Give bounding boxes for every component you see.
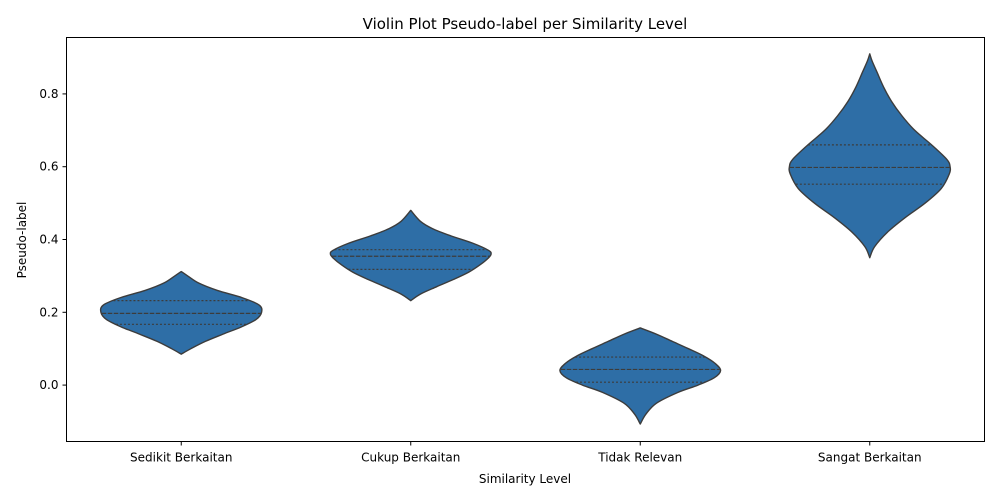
y-tick-label: 0.6 [39,160,58,174]
y-axis: 0.0 0.2 0.4 0.6 0.8 [39,87,67,392]
y-tick-label: 0.2 [39,305,58,319]
x-axis: Sedikit Berkaitan Cukup Berkaitan Tidak Re… [130,441,922,465]
y-tick-label: 0.0 [39,378,58,392]
y-axis-label: Pseudo-label [15,202,29,279]
plot-frame [66,37,985,442]
chart-title: Violin Plot Pseudo-label per Similarity … [363,15,688,33]
x-tick-label: Cukup Berkaitan [361,451,460,465]
y-tick-label: 0.8 [39,87,58,101]
x-tick-label: Tidak Relevan [597,451,682,465]
y-tick-label: 0.4 [39,233,58,247]
x-axis-label: Similarity Level [479,472,571,486]
violins-layer [99,53,952,425]
x-tick-label: Sedikit Berkaitan [130,451,232,465]
violin-body [788,53,952,259]
x-tick-label: Sangat Berkaitan [818,451,922,465]
violin-body [329,209,492,302]
violin-body [559,327,722,425]
